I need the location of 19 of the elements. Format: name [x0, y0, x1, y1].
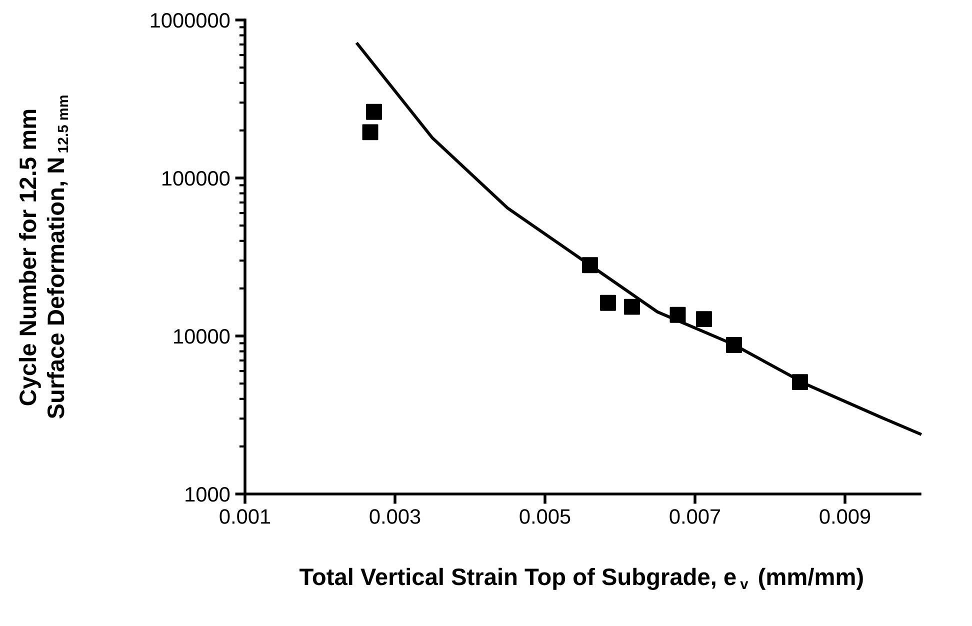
point [792, 374, 808, 390]
y-tick-label: 10000 [174, 329, 230, 344]
x-tick-label: 0.005 [520, 509, 570, 524]
x-tick-label: 0.003 [370, 509, 420, 524]
x-tick-label: 0.009 [820, 509, 870, 524]
point [366, 104, 382, 120]
x-tick-label: 0.007 [670, 509, 720, 524]
x-tick-label: 0.001 [220, 509, 270, 524]
point [670, 306, 686, 323]
point [696, 311, 712, 328]
point [362, 124, 378, 140]
y-tick-label: 1000 [186, 487, 230, 502]
point [582, 257, 598, 274]
point [726, 337, 742, 353]
point [600, 294, 616, 311]
point [624, 298, 640, 315]
y-tick-label: 100000 [162, 171, 230, 186]
y-tick-label: 1000000 [150, 13, 230, 28]
line-series [356, 42, 922, 436]
